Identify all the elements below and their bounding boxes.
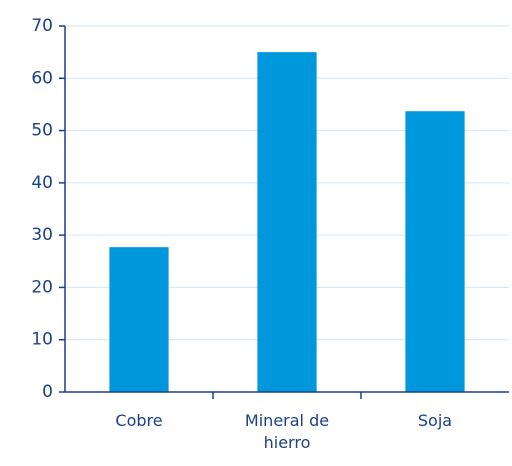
bar [109, 247, 169, 392]
bar [257, 52, 317, 393]
y-tick-label: 70 [31, 16, 53, 36]
x-tick-label: Soja [417, 411, 453, 430]
y-tick-label: 20 [31, 277, 53, 297]
bar [405, 111, 465, 393]
y-tick-label: 0 [42, 382, 53, 402]
y-tick-label: 30 [31, 225, 53, 245]
x-tick-label: Mineral de hierro [244, 411, 330, 452]
y-tick-label: 40 [31, 173, 53, 193]
y-tick-label: 10 [31, 330, 53, 350]
x-tick-label: Cobre [115, 411, 163, 430]
y-tick-label: 50 [31, 121, 53, 141]
y-tick-label: 60 [31, 68, 53, 88]
